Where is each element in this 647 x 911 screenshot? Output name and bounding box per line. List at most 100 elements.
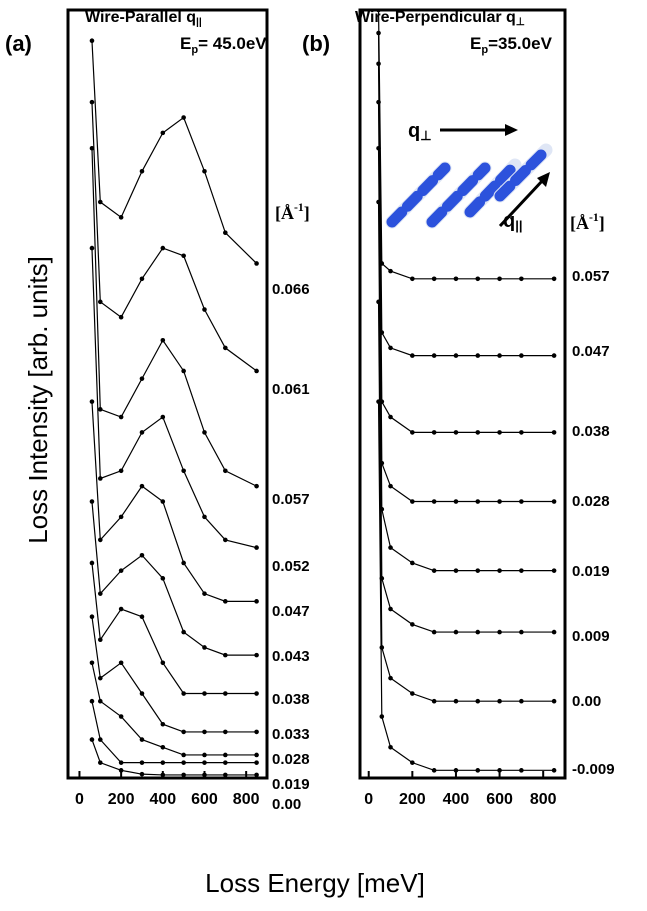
series-line bbox=[91, 148, 257, 487]
series-line bbox=[91, 662, 257, 756]
data-point bbox=[410, 691, 415, 696]
data-point bbox=[551, 430, 557, 435]
series-label: 0.066 bbox=[272, 281, 310, 298]
series-line bbox=[377, 10, 555, 280]
data-point bbox=[551, 353, 557, 358]
x-tick-label: 200 bbox=[399, 791, 426, 808]
data-point bbox=[497, 568, 502, 573]
data-point bbox=[254, 691, 259, 696]
data-point bbox=[475, 430, 481, 435]
data-point bbox=[410, 760, 415, 765]
data-point bbox=[139, 691, 145, 696]
data-point bbox=[376, 99, 381, 105]
series-label: 0.033 bbox=[272, 726, 310, 743]
data-point bbox=[202, 729, 207, 735]
data-point bbox=[223, 652, 228, 658]
x-tick-label: 600 bbox=[486, 791, 513, 808]
inset-label-part: || bbox=[515, 218, 522, 233]
panel-title-part: ⊥ bbox=[516, 17, 525, 28]
data-point bbox=[97, 591, 103, 596]
data-point bbox=[89, 99, 95, 105]
data-point bbox=[497, 768, 502, 773]
series-line bbox=[91, 102, 257, 372]
data-point bbox=[431, 276, 437, 282]
data-point bbox=[118, 568, 124, 573]
data-point bbox=[223, 345, 228, 351]
data-point bbox=[497, 698, 502, 704]
energy-label-part: E bbox=[180, 34, 191, 53]
data-point bbox=[410, 430, 415, 435]
data-point bbox=[376, 10, 381, 13]
data-point bbox=[497, 629, 502, 635]
data-point bbox=[160, 499, 166, 504]
data-point bbox=[551, 698, 557, 704]
data-point bbox=[379, 645, 385, 650]
data-point bbox=[160, 772, 166, 778]
data-point bbox=[475, 499, 481, 504]
energy-label-part: p bbox=[191, 44, 198, 56]
data-point bbox=[431, 698, 437, 704]
data-point bbox=[254, 483, 259, 489]
data-point bbox=[223, 752, 228, 758]
panel-title-part: || bbox=[196, 17, 202, 28]
data-point bbox=[160, 130, 166, 136]
data-point bbox=[139, 737, 145, 742]
data-point bbox=[551, 768, 557, 773]
data-point bbox=[89, 399, 95, 404]
data-point bbox=[97, 476, 103, 481]
data-point bbox=[388, 545, 393, 550]
data-point bbox=[431, 353, 437, 358]
data-point bbox=[431, 499, 437, 504]
data-point bbox=[181, 115, 186, 120]
x-tick-label: 400 bbox=[149, 791, 176, 808]
data-point bbox=[519, 568, 524, 573]
data-point bbox=[160, 744, 166, 750]
series-line bbox=[377, 201, 555, 633]
data-point bbox=[388, 345, 393, 351]
data-point bbox=[388, 483, 393, 489]
series-label: 0.019 bbox=[572, 563, 610, 580]
data-point bbox=[181, 691, 186, 696]
series-line bbox=[377, 401, 555, 771]
data-point bbox=[519, 276, 524, 282]
series-line bbox=[91, 616, 257, 733]
data-point bbox=[118, 215, 124, 220]
data-point bbox=[160, 337, 166, 343]
data-point bbox=[223, 230, 228, 236]
data-point bbox=[519, 499, 524, 504]
panel-label: (b) bbox=[302, 31, 330, 56]
data-point bbox=[388, 675, 393, 681]
inset-label: q|| bbox=[503, 210, 523, 233]
series-group bbox=[89, 38, 259, 778]
data-point bbox=[97, 698, 103, 704]
data-point bbox=[254, 368, 259, 374]
data-point bbox=[181, 772, 186, 778]
x-axis-label: Loss Energy [meV] bbox=[205, 868, 425, 898]
data-point bbox=[410, 353, 415, 358]
series-label: 0.047 bbox=[272, 603, 310, 620]
series-line bbox=[91, 501, 257, 656]
series-label: 0.00 bbox=[272, 796, 301, 813]
data-point bbox=[551, 629, 557, 635]
data-point bbox=[551, 499, 557, 504]
data-point bbox=[497, 353, 502, 358]
data-point bbox=[475, 629, 481, 635]
data-point bbox=[475, 353, 481, 358]
data-point bbox=[254, 652, 259, 658]
data-point bbox=[551, 568, 557, 573]
data-point bbox=[388, 606, 393, 612]
data-point bbox=[223, 772, 228, 778]
data-point bbox=[139, 168, 145, 174]
data-point bbox=[497, 276, 502, 282]
x-tick-label: 0 bbox=[364, 791, 373, 808]
data-point bbox=[376, 299, 381, 305]
data-point bbox=[223, 537, 228, 543]
data-point bbox=[431, 568, 437, 573]
energy-label: Ep= 45.0eV bbox=[180, 34, 267, 55]
unit-label-part: ] bbox=[304, 203, 310, 223]
energy-label: Ep=35.0eV bbox=[470, 34, 553, 55]
data-point bbox=[160, 576, 166, 581]
series-label: -0.009 bbox=[572, 761, 615, 778]
data-point bbox=[97, 407, 103, 412]
